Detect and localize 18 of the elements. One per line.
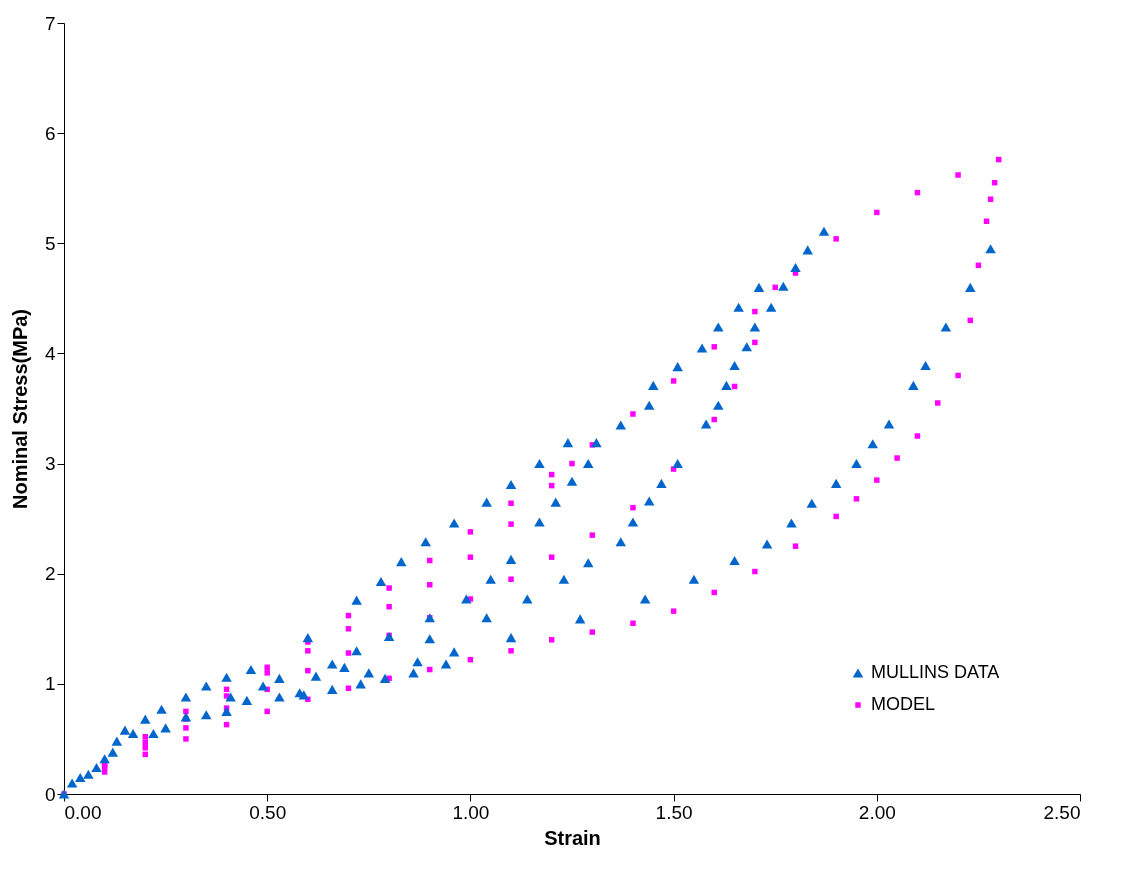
y-axis-title: Nominal Stress(MPa) [8,308,31,510]
legend-label: MODEL [871,694,936,714]
x-tick-label: 0.00 [64,801,102,823]
y-tick-label: 1 [44,673,56,695]
y-tick-label: 7 [44,12,56,34]
x-tick-label: 1.00 [452,801,490,823]
y-tick-label: 0 [44,783,56,805]
x-tick-label: 0.50 [249,801,287,823]
x-axis-title: Strain [544,826,601,849]
x-tick-label: 2.00 [858,801,896,823]
legend-label: MULLINS DATA [871,662,1000,682]
y-tick-label: 5 [44,232,56,254]
y-tick-label: 6 [44,122,56,144]
x-tick-label: 1.50 [655,801,693,823]
y-tick-label: 2 [44,563,56,585]
x-tick-label: 2.50 [1043,801,1081,823]
y-tick-label: 3 [44,453,56,475]
y-tick-label: 4 [44,342,56,364]
